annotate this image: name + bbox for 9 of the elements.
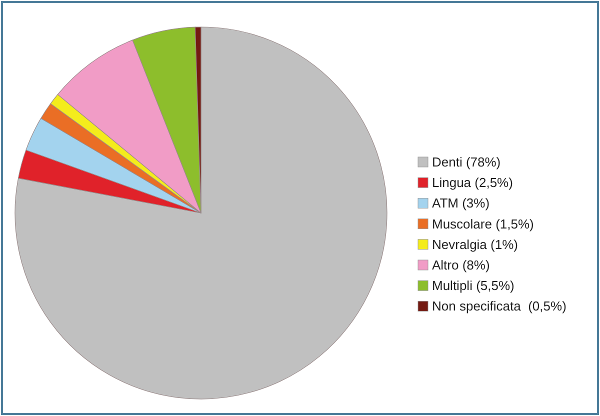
legend-label: Non specificata (0,5%): [432, 298, 566, 314]
legend-label: Lingua (2,5%): [432, 175, 513, 190]
legend-label: Multipli (5,5%): [432, 278, 514, 294]
pie-slice: [15, 26, 388, 400]
legend-label: ATM (3%): [432, 196, 490, 211]
legend-label: Nevralgia (1%): [432, 236, 518, 252]
legend-label: Denti (78%): [432, 154, 501, 170]
legend-label: Muscolare (1,5%): [432, 216, 534, 232]
legend-label: Altro (8%): [432, 258, 490, 272]
